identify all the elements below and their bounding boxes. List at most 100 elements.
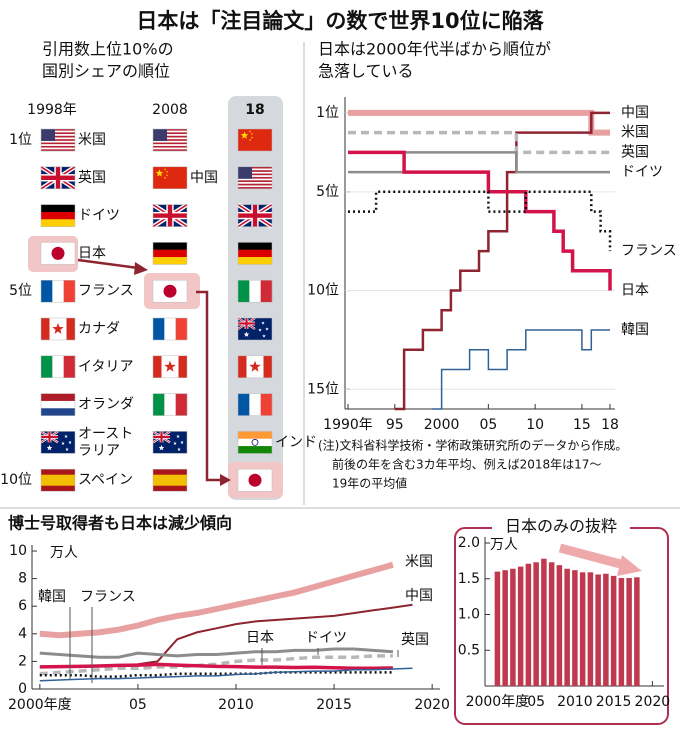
flag-part [153, 137, 187, 140]
flag [237, 279, 273, 303]
flag-border [152, 393, 188, 416]
flag-border [40, 468, 76, 492]
x-tick-label: 2000 [424, 417, 460, 433]
series-label: 日本 [621, 283, 649, 299]
flag-part [41, 175, 75, 180]
country-label: オーストラリア [78, 426, 133, 459]
flag-part [63, 355, 76, 378]
y-tick-label: 1.0 [458, 607, 480, 623]
flag [152, 166, 188, 190]
series-label: 中国 [405, 588, 433, 604]
flag-part [153, 166, 187, 189]
flag-part [41, 355, 53, 378]
flag-part [64, 434, 68, 438]
y-tick-label: 4 [18, 626, 27, 642]
x-tick-label: 2000年度 [8, 697, 72, 713]
bar [533, 562, 539, 686]
x-tick-label: 05 [527, 694, 545, 710]
flag-part [41, 140, 75, 143]
flag-part [248, 130, 252, 133]
flag-part [238, 168, 272, 171]
series-label: 韓国 [621, 322, 649, 338]
flag-border [40, 317, 76, 341]
flag [40, 355, 76, 379]
flag-part [41, 400, 75, 409]
x-tick-label: 10 [526, 417, 544, 433]
y-tick-label: 10 [9, 543, 27, 559]
series-label: 米国 [621, 125, 649, 141]
flag [39, 164, 77, 191]
flag-part [153, 145, 187, 148]
flag-part [163, 284, 177, 298]
arrow [77, 258, 139, 270]
flag-border [40, 242, 76, 265]
flag-part [52, 355, 64, 378]
series-line [348, 190, 612, 252]
flag-part [238, 129, 272, 151]
flag-part [41, 219, 75, 227]
flag [237, 317, 273, 341]
flag-part [238, 393, 250, 416]
flag-border [152, 431, 188, 454]
column-year: 18 [245, 102, 264, 118]
series-label: ドイツ [305, 630, 347, 646]
flag-part [238, 166, 272, 169]
flag-part [238, 322, 255, 325]
bar [603, 573, 609, 686]
bar [634, 577, 640, 686]
country-label: 米国 [78, 132, 106, 148]
series-line [39, 671, 393, 678]
flag [152, 279, 188, 303]
flag-part [153, 135, 187, 138]
flag-border [40, 128, 76, 152]
flag-border [237, 128, 273, 152]
flag [237, 431, 273, 454]
flag-part [52, 323, 64, 334]
flag-part [153, 129, 187, 131]
flag-part [46, 444, 53, 451]
flag-part [41, 137, 75, 140]
flag-part [240, 131, 249, 139]
note: 前後の年を含む3カ年平均、例えば2018年は17～ [332, 457, 601, 472]
flag-part [164, 393, 176, 416]
flag-border [237, 279, 273, 303]
flag-part [41, 474, 75, 486]
flag [40, 204, 76, 227]
flag-part [153, 257, 187, 265]
note: (注)文科省科学技術・学術政策研究所のデータから作成。 [318, 438, 627, 453]
y-tick-label: 1位 [316, 105, 339, 121]
flag-part [250, 136, 254, 139]
flag-part [238, 280, 250, 303]
bar [618, 578, 625, 686]
flag-part [153, 134, 187, 136]
flag-part [238, 170, 272, 172]
flag-border [40, 166, 76, 190]
flag-border [152, 468, 188, 492]
flag-part [41, 144, 75, 147]
series-line [432, 329, 610, 410]
flag-border [237, 468, 273, 492]
country-label: インド [275, 434, 317, 450]
unit-label: 万人 [490, 537, 518, 553]
bar [502, 570, 508, 686]
flag-border [152, 128, 188, 152]
y-tick-label: 6 [18, 598, 27, 614]
flag-part [41, 129, 55, 141]
bar [494, 571, 501, 686]
flag-part [260, 280, 273, 303]
flag-part [163, 168, 167, 171]
x-tick-label: 2015 [316, 697, 352, 713]
y-tick-label: 8 [18, 571, 27, 587]
series-line [348, 150, 612, 291]
flag-part [250, 132, 254, 135]
x-tick-label: 05 [129, 697, 147, 713]
flag [152, 393, 188, 416]
series-label: 中国 [621, 105, 649, 121]
series-label: ドイツ [621, 164, 663, 180]
flag-part [177, 447, 181, 451]
unit-label: 万人 [50, 545, 78, 561]
flag [40, 393, 76, 416]
flag-part [238, 171, 272, 174]
flag-part [248, 473, 262, 487]
main-title: 日本は「注目論文」の数で世界10位に陥落 [136, 9, 544, 33]
